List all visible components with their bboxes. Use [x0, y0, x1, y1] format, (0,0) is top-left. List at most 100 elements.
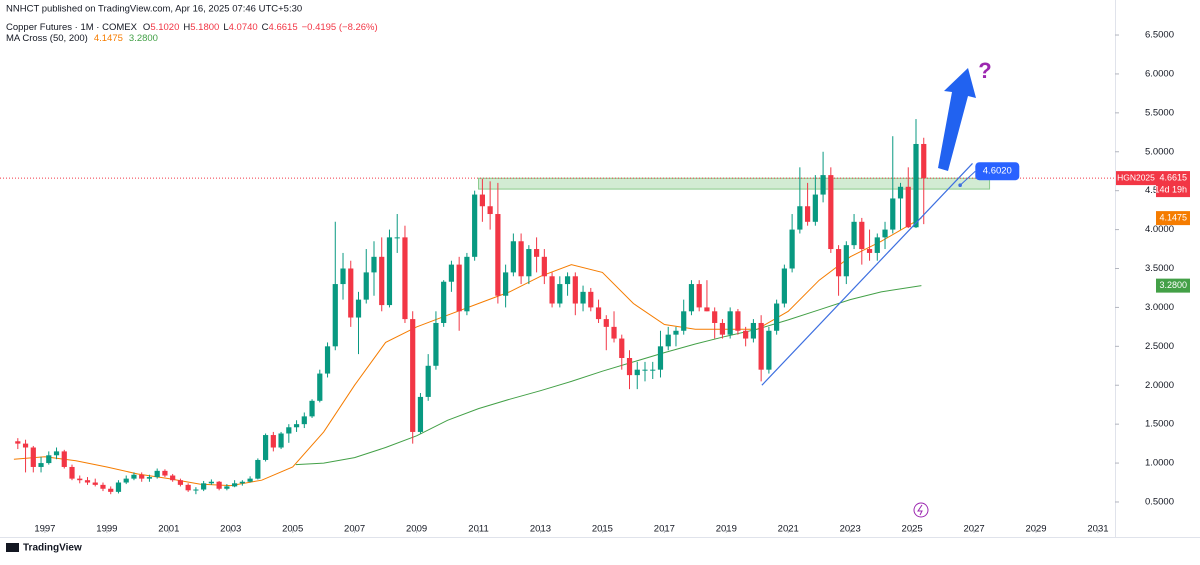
moving-average [295, 285, 922, 466]
x-tick-label: 2005 [282, 524, 303, 535]
candle-body [146, 477, 153, 479]
candle-body [835, 249, 842, 277]
x-tick-label: 2031 [1087, 524, 1108, 535]
x-tick-label: 2009 [406, 524, 427, 535]
x-tick-label: 2027 [964, 524, 985, 535]
candle-body [541, 256, 547, 277]
candle-body [92, 482, 98, 485]
candle-body [866, 249, 873, 253]
price-tag-label: 4.1475 [1159, 212, 1187, 222]
event-icon-bolt [917, 504, 923, 516]
candle-body [216, 481, 222, 489]
legend-line: Copper Futures · 1M · COMEX O5.1020 H5.180… [6, 22, 378, 33]
candle-body [286, 427, 292, 434]
candle-body [688, 284, 695, 312]
candle-body [46, 455, 52, 464]
x-tick-label: 2015 [592, 524, 613, 535]
candle-body [464, 256, 470, 312]
candle-body [533, 249, 540, 257]
candle-body [262, 435, 269, 460]
symbol-tag [1116, 171, 1156, 186]
candle-body [503, 272, 509, 296]
candle-body [789, 229, 795, 269]
zone [478, 177, 991, 190]
price-tag-countdown: 14d 19h [1154, 184, 1187, 194]
candle-body [38, 463, 44, 467]
candle-body [595, 307, 602, 320]
candle-body [162, 470, 168, 476]
candle-body [510, 241, 516, 273]
candle-body [201, 483, 207, 490]
callout-leader [959, 170, 976, 186]
candle-body [696, 284, 702, 308]
candle-body [131, 474, 137, 479]
y-tick-label: 3.5000 [1145, 263, 1174, 274]
candle-body [843, 245, 849, 277]
candle-body [270, 435, 276, 448]
candle-body [626, 358, 633, 376]
candle-body [30, 447, 36, 467]
candle-body [665, 334, 671, 347]
candle-body [766, 330, 772, 370]
legend-symbol: Copper Futures · 1M · COMEX [6, 22, 138, 33]
candle-body [642, 369, 648, 371]
candle-body [22, 443, 29, 448]
price-tag [1156, 278, 1190, 293]
candle-body [456, 264, 462, 312]
y-tick-label: 4.0000 [1145, 224, 1174, 235]
y-tick-label: 6.0000 [1145, 68, 1174, 79]
candle-body [293, 424, 300, 428]
callout-anchor [958, 183, 962, 188]
candle-body [425, 365, 431, 397]
candle-body [301, 416, 307, 425]
candle-body [572, 276, 578, 304]
candle-body [549, 276, 555, 304]
indicator-value: 4.1475 [94, 33, 123, 44]
candle-body [317, 373, 323, 401]
ohlc-key: L [223, 22, 228, 33]
candle-body [750, 322, 756, 339]
candle-body [495, 214, 501, 296]
candle-body [657, 346, 664, 370]
candle-body [379, 256, 385, 306]
candle-body [588, 291, 594, 308]
candle-body [402, 237, 408, 320]
ohlc-value: 5.1020 [150, 22, 179, 33]
candle-body [890, 198, 896, 230]
question-mark: ? [978, 58, 991, 83]
candle-body [874, 237, 880, 253]
candle-body [603, 319, 609, 327]
candle-body [448, 264, 455, 282]
candle-body [913, 143, 919, 228]
candle-body [897, 186, 904, 199]
candle-body [355, 299, 362, 318]
candle-body [278, 433, 284, 448]
candle-body [309, 400, 315, 417]
price-tag [1156, 211, 1190, 226]
candle-body [805, 206, 811, 222]
candle-body [177, 480, 184, 485]
candle-body [15, 441, 21, 444]
y-tick-label: 5.5000 [1145, 107, 1174, 118]
candle-body [108, 488, 114, 492]
x-tick-label: 2017 [654, 524, 675, 535]
y-tick-label: 0.5000 [1145, 496, 1174, 507]
symbol-tag-label: HGN2025 [1117, 172, 1155, 182]
candle-body [386, 237, 393, 306]
candle-body [100, 484, 106, 489]
candle-body [564, 276, 571, 285]
candle-body [77, 478, 83, 481]
candle-body [820, 175, 826, 195]
candle-body [208, 481, 214, 484]
ohlc-key: H [183, 22, 190, 33]
candle-body [53, 451, 60, 456]
candle-body [797, 206, 803, 230]
y-tick-label: 1.5000 [1145, 419, 1174, 430]
callout-box [975, 162, 1020, 181]
y-tick-label: 6.5000 [1145, 30, 1174, 41]
candle-body [410, 319, 416, 432]
indicator-value: 3.2800 [129, 33, 158, 44]
candle-body [247, 478, 253, 482]
candle-body [526, 249, 532, 277]
